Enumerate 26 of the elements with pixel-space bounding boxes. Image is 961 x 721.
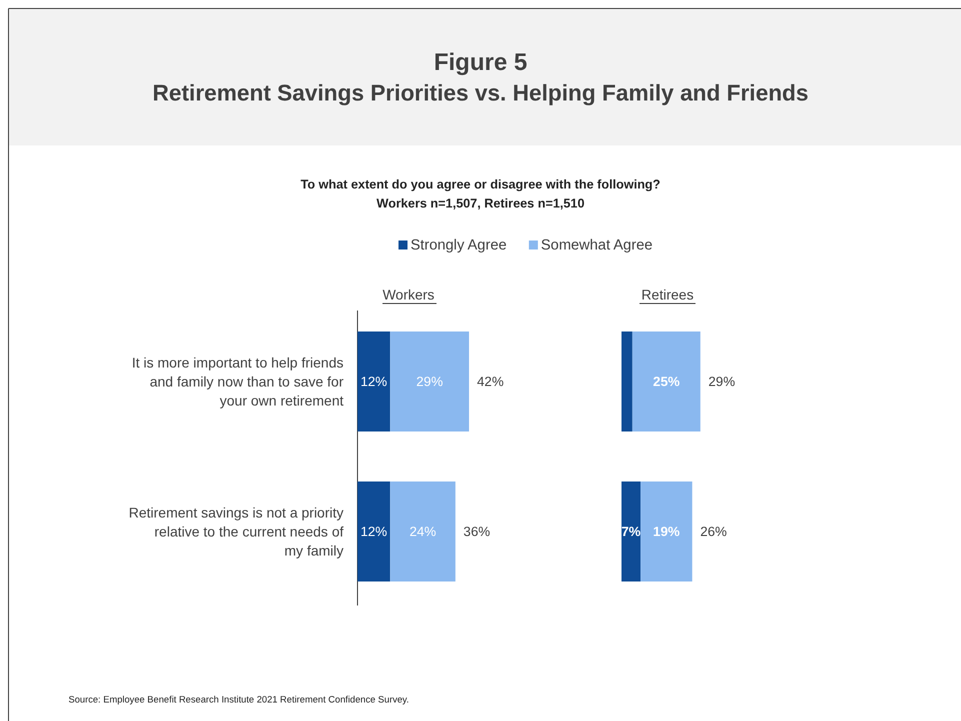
data-label: 19%: [653, 524, 680, 539]
data-label: 29%: [416, 374, 444, 389]
legend-label: Strongly Agree: [410, 238, 507, 254]
data-label: 7%: [621, 524, 641, 539]
bar: [640, 482, 692, 582]
data-label: 12%: [360, 374, 388, 389]
bar: [622, 482, 641, 582]
source-note: Source: Employee Benefit Research Institute 2021 Retirement Confidence Survey.: [68, 694, 409, 704]
chart-title: Retirees: [641, 286, 694, 302]
total-label: 42%: [477, 374, 504, 389]
text: Figure 5: [434, 49, 528, 76]
chart-title: Workers: [382, 286, 434, 302]
text: To what extent do you agree or disagree with the following?: [300, 178, 660, 192]
text: Workers n=1,507, Retirees n=1,510: [376, 196, 585, 210]
bar: [632, 332, 700, 432]
data-label: 25%: [653, 374, 680, 389]
bar: [622, 332, 632, 432]
total-label: 26%: [700, 524, 728, 539]
total-label: 36%: [463, 524, 490, 539]
text: Retirement Savings Priorities vs. Helping Family and Friends: [152, 80, 808, 106]
y-tick-label: Retirement savings is not a priority relative to the current needs of my family: [128, 504, 344, 559]
y-tick-label: It is more important to help friends and family now than to save for your own retirement: [132, 354, 344, 409]
data-label: 24%: [409, 524, 436, 539]
data-label: 12%: [360, 524, 388, 539]
legend-label: Somewhat Agree: [540, 238, 653, 254]
total-label: 29%: [708, 374, 736, 389]
